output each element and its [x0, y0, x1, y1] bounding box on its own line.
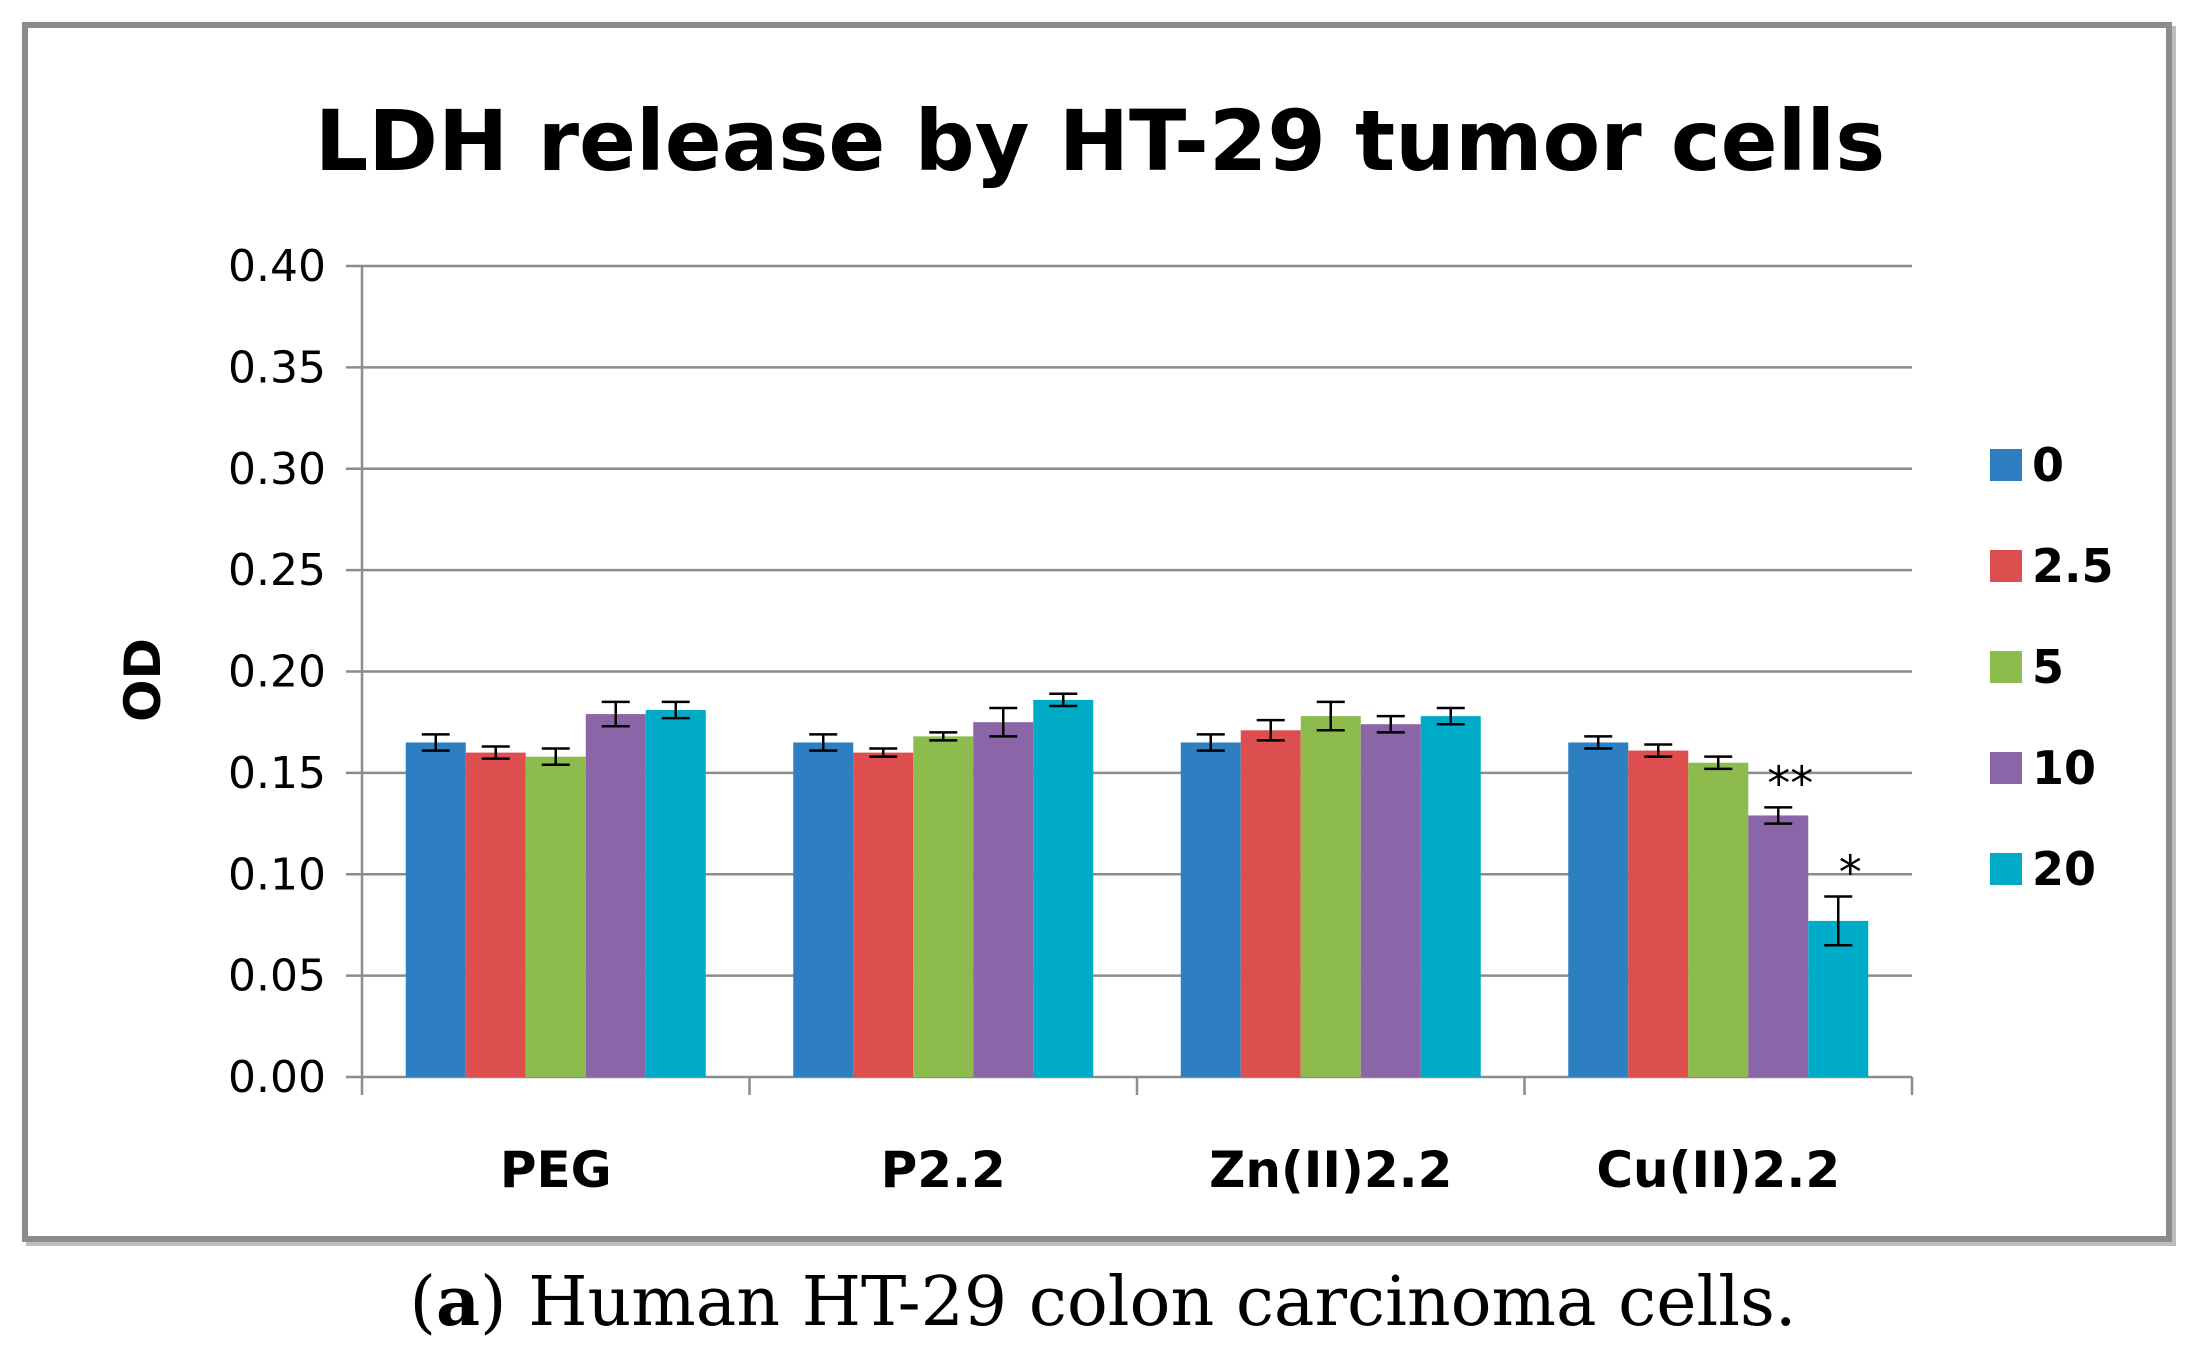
legend: 0 2.5 5 10 20 — [1990, 438, 2114, 896]
bar — [1748, 815, 1809, 1077]
bar — [1033, 699, 1094, 1077]
bar — [1568, 742, 1629, 1077]
bar — [1360, 724, 1421, 1077]
y-tick-label: 0.20 — [228, 647, 326, 698]
bar-chart: LDH release by HT-29 tumor cells OD 0.00… — [114, 92, 2114, 1199]
caption-letter: a — [435, 1262, 481, 1342]
annotations: *** — [1767, 756, 1862, 899]
legend-swatch — [1990, 651, 2022, 683]
tick-labels: 0.00 0.05 0.10 0.15 0.20 0.25 0.30 0.35 0.40 PEG P… — [228, 241, 1840, 1199]
bar — [405, 742, 466, 1077]
legend-label: 2.5 — [2032, 539, 2114, 593]
bar — [465, 752, 526, 1077]
y-tick-label: 0.00 — [228, 1052, 326, 1103]
legend-swatch — [1990, 752, 2022, 784]
significance-marker: * — [1839, 846, 1862, 900]
bar — [585, 714, 646, 1077]
y-tick-label: 0.05 — [228, 951, 326, 1002]
bar — [973, 722, 1034, 1077]
chart-title: LDH release by HT-29 tumor cells — [315, 92, 1885, 190]
legend-label: 0 — [2032, 438, 2064, 492]
bar — [853, 752, 914, 1077]
x-category-label: Zn(II)2.2 — [1209, 1141, 1452, 1199]
legend-swatch — [1990, 853, 2022, 885]
bar — [525, 756, 586, 1077]
bar — [645, 710, 706, 1077]
x-category-label: PEG — [500, 1141, 612, 1199]
y-axis-label: OD — [114, 638, 172, 722]
bars — [405, 699, 1869, 1077]
bar — [1240, 730, 1301, 1077]
legend-label: 20 — [2032, 842, 2096, 896]
legend-swatch — [1990, 449, 2022, 481]
bar — [1808, 920, 1869, 1077]
error-bars — [421, 692, 1853, 947]
bar — [793, 742, 854, 1077]
y-tick-label: 0.30 — [228, 444, 326, 495]
y-tick-label: 0.15 — [228, 748, 326, 799]
legend-label: 10 — [2032, 741, 2096, 795]
y-tick-label: 0.35 — [228, 342, 326, 393]
x-category-label: P2.2 — [881, 1141, 1006, 1199]
caption-text: Human HT-29 colon carcinoma cells. — [506, 1263, 1797, 1342]
legend-label: 5 — [2032, 640, 2064, 694]
legend-swatch — [1990, 550, 2022, 582]
bar — [1180, 742, 1241, 1077]
y-tick-label: 0.25 — [228, 545, 326, 596]
y-tick-label: 0.40 — [228, 241, 326, 292]
y-tick-label: 0.10 — [228, 849, 326, 900]
x-category-label: Cu(II)2.2 — [1596, 1141, 1840, 1199]
significance-marker: ** — [1767, 756, 1813, 810]
figure-caption: (a) Human HT-29 colon carcinoma cells. — [409, 1262, 1797, 1342]
bar — [1300, 716, 1361, 1077]
bar — [1420, 716, 1481, 1077]
bar — [1688, 762, 1749, 1077]
bar — [1628, 750, 1689, 1077]
bar — [913, 736, 974, 1077]
